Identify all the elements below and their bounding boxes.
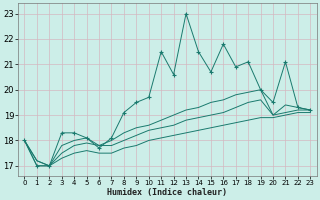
X-axis label: Humidex (Indice chaleur): Humidex (Indice chaleur) xyxy=(108,188,228,197)
